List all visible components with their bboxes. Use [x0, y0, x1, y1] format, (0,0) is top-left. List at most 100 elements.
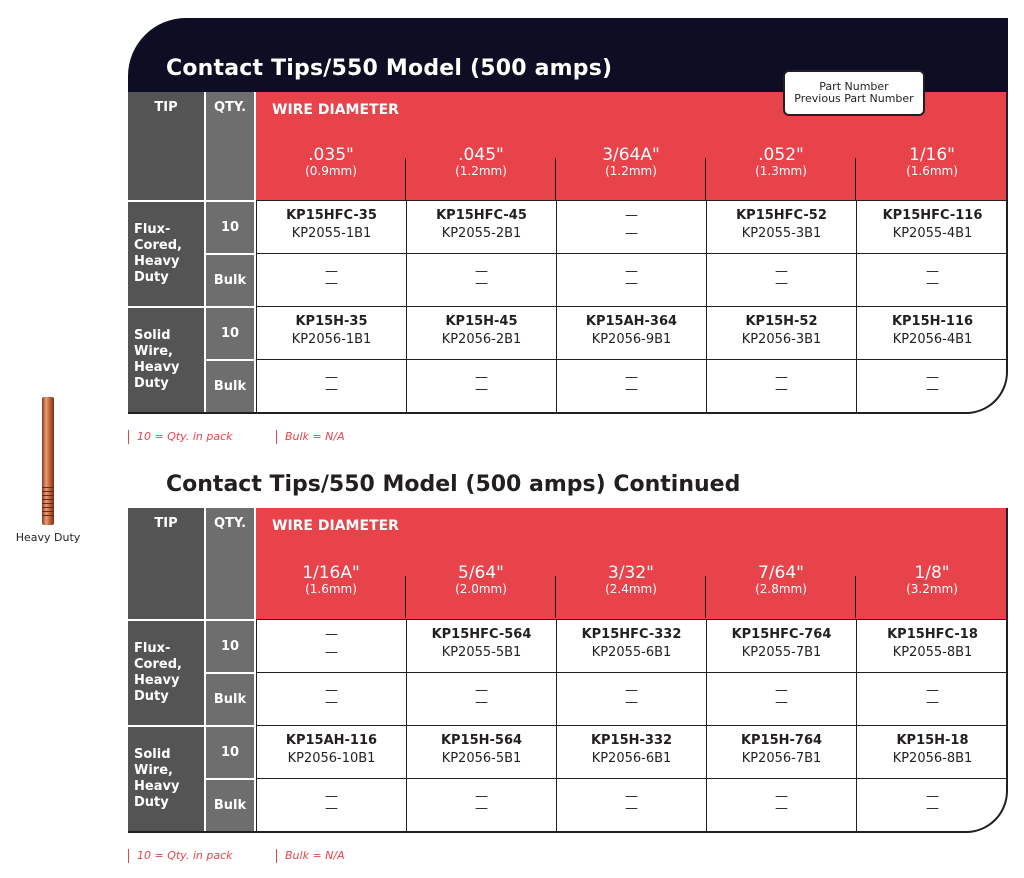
part-number-cell: KP15H-564 KP2056-5B1 — [406, 725, 556, 778]
part-number-cell: KP15H-18 KP2056-8B1 — [856, 725, 1006, 778]
part-number: — — [926, 683, 939, 698]
qty-cell: Bulk — [206, 778, 256, 831]
previous-part-number: KP2056-8B1 — [892, 751, 973, 766]
part-number-cell: KP15H-332 KP2056-6B1 — [556, 725, 706, 778]
part-number-cell: KP15H-116 KP2056-4B1 — [856, 306, 1006, 359]
table-footnote: 10 = Qty. in pack Bulk = N/A — [128, 849, 345, 863]
table-grid: TIP QTY. WIRE DIAMETER 1/16A" (1.6mm) 5/64" (2… — [128, 508, 1008, 833]
part-number: — — [625, 264, 638, 279]
wire-diameter-column-header: 3/64A" (1.2mm) — [556, 120, 707, 200]
qty-cell: Bulk — [206, 359, 256, 412]
part-number-cell: KP15HFC-116 KP2055-4B1 — [856, 200, 1006, 253]
wire-diameter-column-header: 5/64" (2.0mm) — [406, 538, 557, 619]
table-title: Contact Tips/550 Model (500 amps) — [166, 56, 613, 81]
part-number: — — [926, 789, 939, 804]
part-number: — — [926, 264, 939, 279]
part-number: — — [475, 789, 488, 804]
part-number-cell: — — — [406, 359, 556, 412]
previous-part-number: — — [775, 276, 788, 291]
diameter-inches: .045" — [458, 145, 504, 165]
previous-part-number: KP2055-5B1 — [441, 645, 522, 660]
part-number-cell: — — — [256, 253, 406, 306]
previous-part-number: KP2056-5B1 — [441, 751, 522, 766]
image-caption: Heavy Duty — [15, 531, 81, 544]
qty-cell: Bulk — [206, 672, 256, 725]
previous-part-number: — — [775, 382, 788, 397]
pack-note: 10 = Qty. in pack — [137, 849, 233, 862]
part-number-cell: — — — [256, 619, 406, 672]
legend-previous-part-number: Previous Part Number — [794, 92, 914, 105]
tip-column-header: TIP — [128, 508, 206, 619]
part-number-cell: KP15HFC-332 KP2055-6B1 — [556, 619, 706, 672]
wire-diameter-column-header: 1/8" (3.2mm) — [856, 538, 1006, 619]
part-number: KP15HFC-52 — [736, 208, 827, 223]
part-number: KP15HFC-45 — [436, 208, 527, 223]
part-number-cell: KP15H-764 KP2056-7B1 — [706, 725, 856, 778]
contact-tip-image — [40, 395, 56, 527]
previous-part-number: — — [625, 276, 638, 291]
previous-part-number: KP2056-4B1 — [892, 332, 973, 347]
part-number: KP15HFC-764 — [731, 627, 832, 642]
diameter-mm: (1.6mm) — [305, 582, 357, 596]
contact-tips-continued-table: Contact Tips/550 Model (500 amps) Contin… — [128, 468, 1008, 833]
bulk-note: Bulk = N/A — [285, 430, 345, 443]
tip-type-label: Solid Wire, Heavy Duty — [128, 306, 206, 412]
part-number-cell: KP15H-52 KP2056-3B1 — [706, 306, 856, 359]
part-number: — — [475, 264, 488, 279]
previous-part-number: KP2056-2B1 — [441, 332, 522, 347]
part-number-cell: KP15HFC-45 KP2055-2B1 — [406, 200, 556, 253]
part-number: KP15HFC-564 — [431, 627, 532, 642]
part-number: KP15H-564 — [440, 733, 523, 748]
diameter-mm: (0.9mm) — [305, 164, 357, 178]
part-number: KP15HFC-35 — [286, 208, 377, 223]
part-number: — — [625, 370, 638, 385]
part-number: KP15H-332 — [590, 733, 673, 748]
part-number-cell: KP15HFC-18 KP2055-8B1 — [856, 619, 1006, 672]
qty-cell: 10 — [206, 619, 256, 672]
diameter-mm: (2.0mm) — [455, 582, 507, 596]
legend-part-number: Part Number — [819, 80, 889, 93]
part-number-cell: KP15AH-364 KP2056-9B1 — [556, 306, 706, 359]
part-number-cell: — — — [706, 672, 856, 725]
part-number: — — [325, 789, 338, 804]
part-number: KP15HFC-116 — [882, 208, 983, 223]
previous-part-number: KP2056-3B1 — [741, 332, 822, 347]
wire-diameter-column-header: 1/16A" (1.6mm) — [256, 538, 407, 619]
part-number-cell: — — — [556, 359, 706, 412]
previous-part-number: — — [775, 695, 788, 710]
tip-type-label: Flux- Cored, Heavy Duty — [128, 619, 206, 725]
part-number: KP15H-52 — [745, 314, 818, 329]
part-number: KP15H-764 — [740, 733, 823, 748]
previous-part-number: — — [926, 382, 939, 397]
previous-part-number: KP2055-1B1 — [291, 226, 372, 241]
part-number-cell: — — — [256, 672, 406, 725]
diameter-inches: 1/16A" — [302, 563, 360, 583]
previous-part-number: — — [625, 695, 638, 710]
part-number: — — [625, 683, 638, 698]
previous-part-number: KP2055-6B1 — [591, 645, 672, 660]
previous-part-number: — — [625, 226, 638, 241]
previous-part-number: — — [475, 276, 488, 291]
part-number-cell: — — — [556, 200, 706, 253]
previous-part-number: — — [625, 801, 638, 816]
diameter-mm: (2.4mm) — [605, 582, 657, 596]
part-number-cell: — — — [406, 778, 556, 831]
previous-part-number: KP2055-8B1 — [892, 645, 973, 660]
part-number-cell: KP15HFC-764 KP2055-7B1 — [706, 619, 856, 672]
previous-part-number: — — [625, 382, 638, 397]
product-image-panel: Heavy Duty — [0, 395, 96, 544]
previous-part-number: KP2056-7B1 — [741, 751, 822, 766]
wire-diameter-column-header: .035" (0.9mm) — [256, 120, 407, 200]
part-number-cell: — — — [256, 359, 406, 412]
diameter-inches: 5/64" — [458, 563, 504, 583]
diameter-inches: .035" — [308, 145, 354, 165]
part-number: — — [325, 683, 338, 698]
previous-part-number: — — [325, 382, 338, 397]
wire-diameter-header: WIRE DIAMETER — [256, 508, 1006, 538]
part-number-cell: — — — [406, 253, 556, 306]
previous-part-number: KP2056-9B1 — [591, 332, 672, 347]
bulk-note: Bulk = N/A — [285, 849, 345, 862]
qty-cell: 10 — [206, 306, 256, 359]
pack-note: 10 = Qty. in pack — [137, 430, 233, 443]
table-footnote: 10 = Qty. in pack Bulk = N/A — [128, 430, 345, 444]
